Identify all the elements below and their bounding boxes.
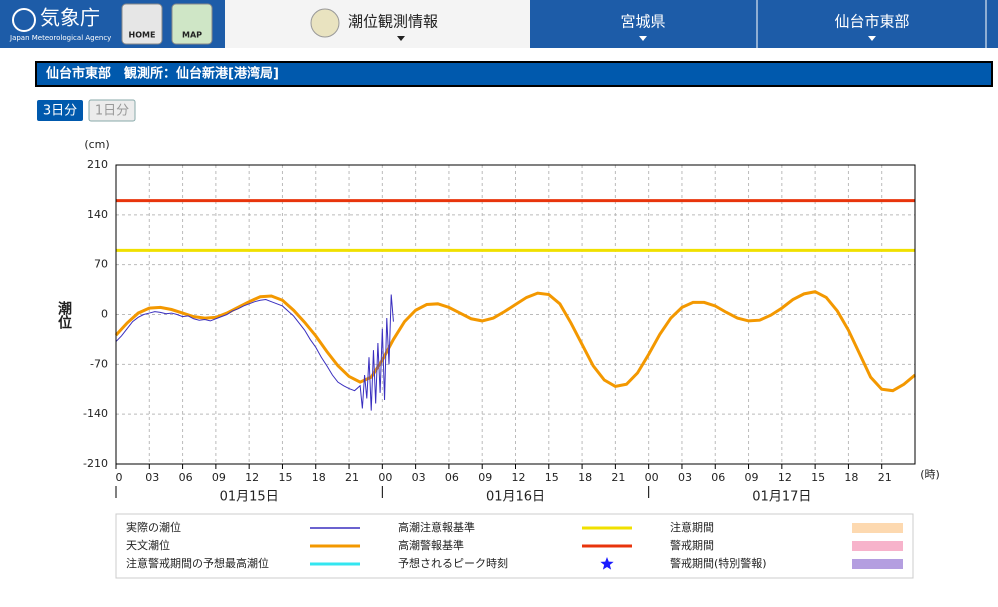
legend-swatch [852,541,903,551]
x-tick-label: 21 [345,471,359,484]
y-tick-label: -70 [90,357,108,370]
x-tick-label: 15 [278,471,292,484]
menu-arrow [639,36,647,41]
y-tick-label: 0 [101,308,108,321]
y-label: 潮位 [56,300,72,330]
x-tick-label: 15 [811,471,825,484]
menu-bg [225,0,530,48]
legend-label: 天文潮位 [126,538,170,552]
x-tick-label: 09 [212,471,226,484]
x-tick-label: 12 [512,471,526,484]
series-line [114,290,916,393]
x-tick-label: 18 [844,471,858,484]
x-tick-label: 06 [711,471,725,484]
x-tick-label: 15 [545,471,559,484]
x-tick-label: 18 [312,471,326,484]
x-tick-label: 03 [412,471,426,484]
x-tick-label: 09 [745,471,759,484]
menu-item[interactable]: 潮位観測情報 [348,13,438,31]
x-tick-label: 21 [878,471,892,484]
home-label: HOME [129,31,156,40]
x-tick-label: 00 [645,471,659,484]
day-label: 01月16日 [486,490,545,505]
y-tick-label: 140 [87,208,108,221]
map-button[interactable] [171,3,213,45]
legend-swatch [852,523,903,533]
tab[interactable] [88,99,136,122]
legend-label: 警戒期間 [670,538,714,552]
legend-box [115,513,914,579]
legend-label: 実際の潮位 [126,520,181,534]
legend-label: 予想されるピーク時刻 [398,556,508,570]
x-tick-label: 12 [245,471,259,484]
menu-arrow [868,36,876,41]
legend-label: 警戒期間(特別警報) [670,556,767,570]
legend-label: 注意期間 [670,520,714,534]
legend-swatch [600,557,614,570]
legend-label: 高潮注意報基準 [398,520,475,534]
x-tick-label: 09 [478,471,492,484]
menu-item[interactable]: 仙台市東部 [834,13,909,31]
menu-item[interactable]: 宮城県 [620,13,665,31]
legend-swatch [852,559,903,569]
home-button[interactable] [121,3,163,45]
y-tick-label: -210 [83,457,108,470]
x-tick-label: 21 [611,471,625,484]
menu-icon [310,8,340,38]
x-tick-label: 18 [578,471,592,484]
tab-label: 1日分 [95,104,129,119]
plot-frame [115,164,916,465]
logo-text[interactable]: 気象庁 [40,6,100,30]
y-tick-label: -140 [83,407,108,420]
x-tick-label: 06 [445,471,459,484]
station-title: 仙台市東部 観測所：仙台新港[港湾局] [46,66,279,82]
x-tick-label: 0 [116,471,123,484]
y-tick-label: 70 [94,258,108,271]
logo-sub: Japan Meteorological Agency [9,34,111,42]
y-unit: (cm) [84,138,109,151]
menu-bg-blue [530,0,998,48]
day-label: 01月17日 [752,490,811,505]
x-tick-label: 03 [145,471,159,484]
legend-label: 注意警戒期間の予想最高潮位 [126,556,269,570]
y-tick-label: 210 [87,158,108,171]
tab-label: 3日分 [43,104,77,119]
menu-arrow [397,36,405,41]
x-tick-label: 00 [378,471,392,484]
legend-label: 高潮警報基準 [398,538,464,552]
day-label: 01月15日 [220,490,279,505]
x-tick-label: 03 [678,471,692,484]
series-line [115,294,394,411]
x-tick-label: 06 [179,471,193,484]
tab-active[interactable] [37,100,83,121]
x-tick-label: 12 [778,471,792,484]
station-bar [35,61,993,87]
logo-icon [12,8,36,32]
x-unit: (時) [920,468,940,481]
map-label: MAP [182,31,202,40]
